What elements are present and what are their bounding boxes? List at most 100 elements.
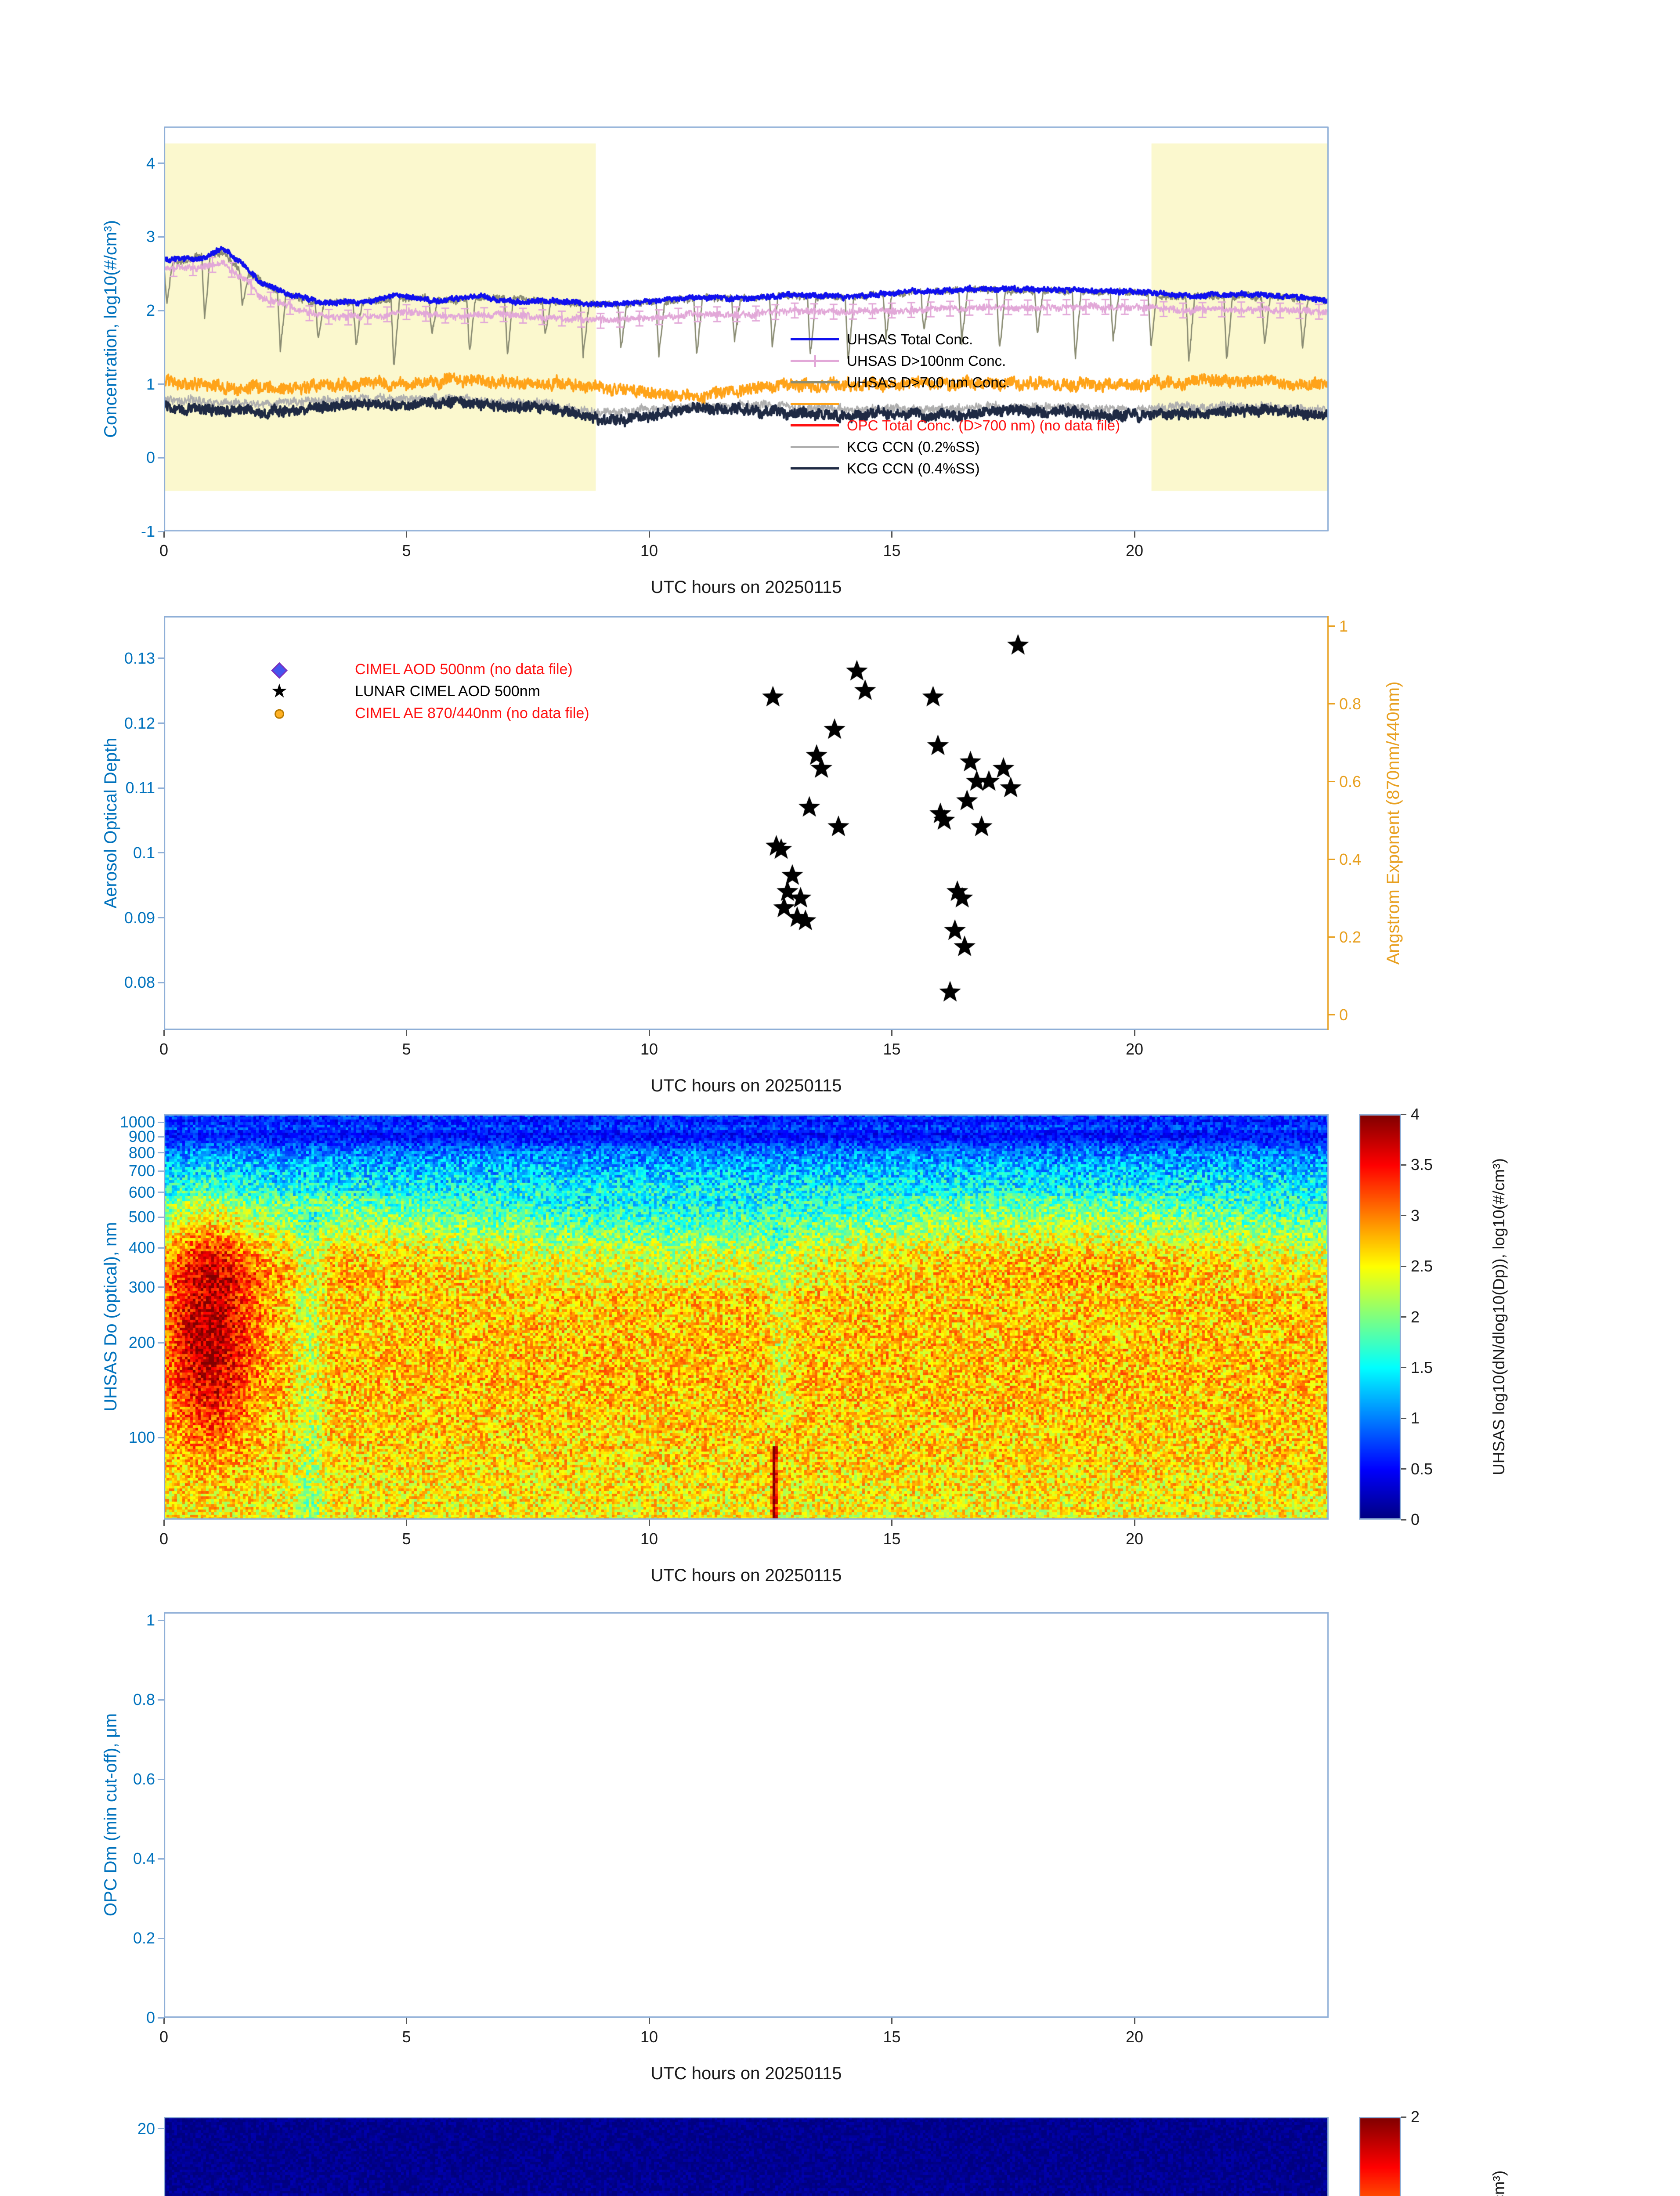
y-tick-mark xyxy=(158,383,164,385)
legend-item: ★ LUNAR CIMEL AOD 500nm xyxy=(264,680,589,702)
x-tick-mark xyxy=(1134,1520,1135,1526)
legend-label: UHSAS D>100nm Conc. xyxy=(847,352,1006,369)
legend-line-sample xyxy=(791,338,839,340)
y-tick-mark xyxy=(158,1619,164,1621)
right-y-tick-mark xyxy=(1329,781,1335,783)
y-tick-label: 0.6 xyxy=(133,1770,155,1788)
right-y-tick-mark xyxy=(1329,703,1335,705)
x-tick-label: 5 xyxy=(402,1530,411,1548)
legend-item: ● CIMEL AE 870/440nm (no data file) xyxy=(264,702,589,725)
y-tick-label: 3 xyxy=(146,228,155,246)
colorbar-tick-mark xyxy=(1401,1215,1406,1217)
legend-line-sample xyxy=(791,467,839,470)
legend-item: UHSAS Total Conc. xyxy=(791,329,1120,350)
colorbar-tick-label: 0.5 xyxy=(1411,1459,1433,1478)
x-tick-label: 10 xyxy=(640,2028,658,2046)
x-tick-mark xyxy=(406,1030,407,1036)
y-tick-mark xyxy=(158,1121,164,1123)
legend-label: KCG CCN (0.4%SS) xyxy=(847,460,980,477)
y-tick-mark xyxy=(158,722,164,724)
y-tick-mark xyxy=(158,531,164,532)
y-tick-mark xyxy=(158,1858,164,1860)
y-tick-mark xyxy=(158,1342,164,1344)
x-tick-mark xyxy=(163,1520,165,1526)
right-y-tick-mark xyxy=(1329,625,1335,627)
y-axis-label-angstrom: Angstrom Exponent (870nm/440nm) xyxy=(1384,681,1403,965)
right-y-tick-label: 0.4 xyxy=(1339,850,1362,868)
y-axis-label-opc: OPC Dm (min cut-off), μm xyxy=(101,1713,120,1917)
x-tick-mark xyxy=(1134,531,1135,538)
aod-legend: ◆ CIMEL AOD 500nm (no data file) ★ LUNAR CI… xyxy=(264,658,589,725)
colorbar-tick-label: 3.5 xyxy=(1411,1156,1433,1174)
x-tick-label: 0 xyxy=(159,542,169,560)
y-tick-mark xyxy=(158,1437,164,1438)
y-tick-label: 0.11 xyxy=(125,779,155,797)
x-tick-mark xyxy=(891,1030,892,1036)
y-tick-mark xyxy=(158,657,164,659)
y-tick-mark xyxy=(158,1152,164,1154)
y-tick-label: 0.8 xyxy=(133,1690,155,1709)
legend-line-sample xyxy=(791,381,839,383)
legend-label: UHSAS Total Conc. xyxy=(847,331,973,347)
y-tick-label: 400 xyxy=(128,1239,155,1257)
x-tick-mark xyxy=(891,2018,892,2024)
right-y-tick-mark xyxy=(1329,936,1335,938)
colorbar-tick-mark xyxy=(1401,1316,1406,1318)
y-tick-label: 1 xyxy=(146,375,155,393)
legend-item: UHSAS D>100nm Conc. xyxy=(791,350,1120,372)
aps-colorbar xyxy=(1359,2117,1401,2196)
y-axis-label-aod: Aerosol Optical Depth xyxy=(101,737,120,909)
legend-label: CIMEL AOD 500nm (no data file) xyxy=(355,661,573,678)
x-tick-label: 10 xyxy=(640,542,658,560)
colorbar-label-uhsas: UHSAS log10(dN/dlog10(Dp)), log10(#/cm³) xyxy=(1490,1158,1508,1475)
x-tick-mark xyxy=(1134,2018,1135,2024)
concentration-timeseries-plot xyxy=(164,126,1329,531)
y-tick-mark xyxy=(158,852,164,854)
y-tick-label: 0.13 xyxy=(124,649,155,667)
errorbar-marker-icon xyxy=(814,355,816,367)
y-tick-label: 900 xyxy=(128,1127,155,1146)
concentration-legend: UHSAS Total Conc. UHSAS D>100nm Conc. UHSA… xyxy=(791,329,1120,479)
x-tick-label: 20 xyxy=(1125,542,1144,560)
colorbar-tick-mark xyxy=(1401,1417,1406,1419)
colorbar-tick-label: 2.5 xyxy=(1411,1257,1433,1275)
colorbar-tick-label: 1 xyxy=(1411,1409,1420,1427)
y-tick-mark xyxy=(158,917,164,919)
legend-line-sample xyxy=(791,424,839,426)
x-axis-label-3: UTC hours on 20250115 xyxy=(650,1566,842,1585)
y-tick-label: 500 xyxy=(128,1208,155,1226)
y-tick-label: 0.09 xyxy=(124,908,155,927)
x-tick-label: 5 xyxy=(402,542,411,560)
colorbar-tick-mark xyxy=(1401,1519,1406,1521)
right-y-tick-mark xyxy=(1329,859,1335,860)
y-tick-label: 0.2 xyxy=(133,1929,155,1947)
y-tick-label: 0.4 xyxy=(133,1849,155,1868)
x-tick-mark xyxy=(648,531,650,538)
aod-scatter-plot xyxy=(164,616,1329,1030)
diamond-marker-icon: ◆ xyxy=(271,658,288,681)
y-tick-label: 1 xyxy=(146,1611,155,1629)
colorbar-tick-mark xyxy=(1401,1164,1406,1166)
colorbar-label-aps: APS log10(dN/dlog10(Dp)), log10(#/cm³) xyxy=(1490,2171,1508,2196)
y-tick-mark xyxy=(158,982,164,983)
legend-item: OPC Total Conc. (D>700 nm) (no data file… xyxy=(791,415,1120,436)
y-tick-label: 100 xyxy=(128,1428,155,1447)
x-tick-mark xyxy=(163,531,165,538)
x-tick-mark xyxy=(891,531,892,538)
circle-marker-icon: ● xyxy=(273,702,286,725)
legend-line-sample xyxy=(791,355,839,367)
x-tick-label: 5 xyxy=(402,1040,411,1058)
x-tick-label: 15 xyxy=(883,2028,901,2046)
x-tick-mark xyxy=(648,1030,650,1036)
y-tick-mark xyxy=(158,1170,164,1172)
right-y-tick-mark xyxy=(1329,1014,1335,1015)
y-tick-label: 0.1 xyxy=(133,843,155,862)
y-tick-mark xyxy=(158,163,164,164)
right-y-tick-label: 1 xyxy=(1339,617,1348,635)
x-tick-mark xyxy=(406,531,407,538)
y-tick-label: 0 xyxy=(146,448,155,467)
y-tick-label: 600 xyxy=(128,1183,155,1201)
legend-item: UHSAS D>700 nm Conc. xyxy=(791,372,1120,393)
y-tick-mark xyxy=(158,457,164,459)
